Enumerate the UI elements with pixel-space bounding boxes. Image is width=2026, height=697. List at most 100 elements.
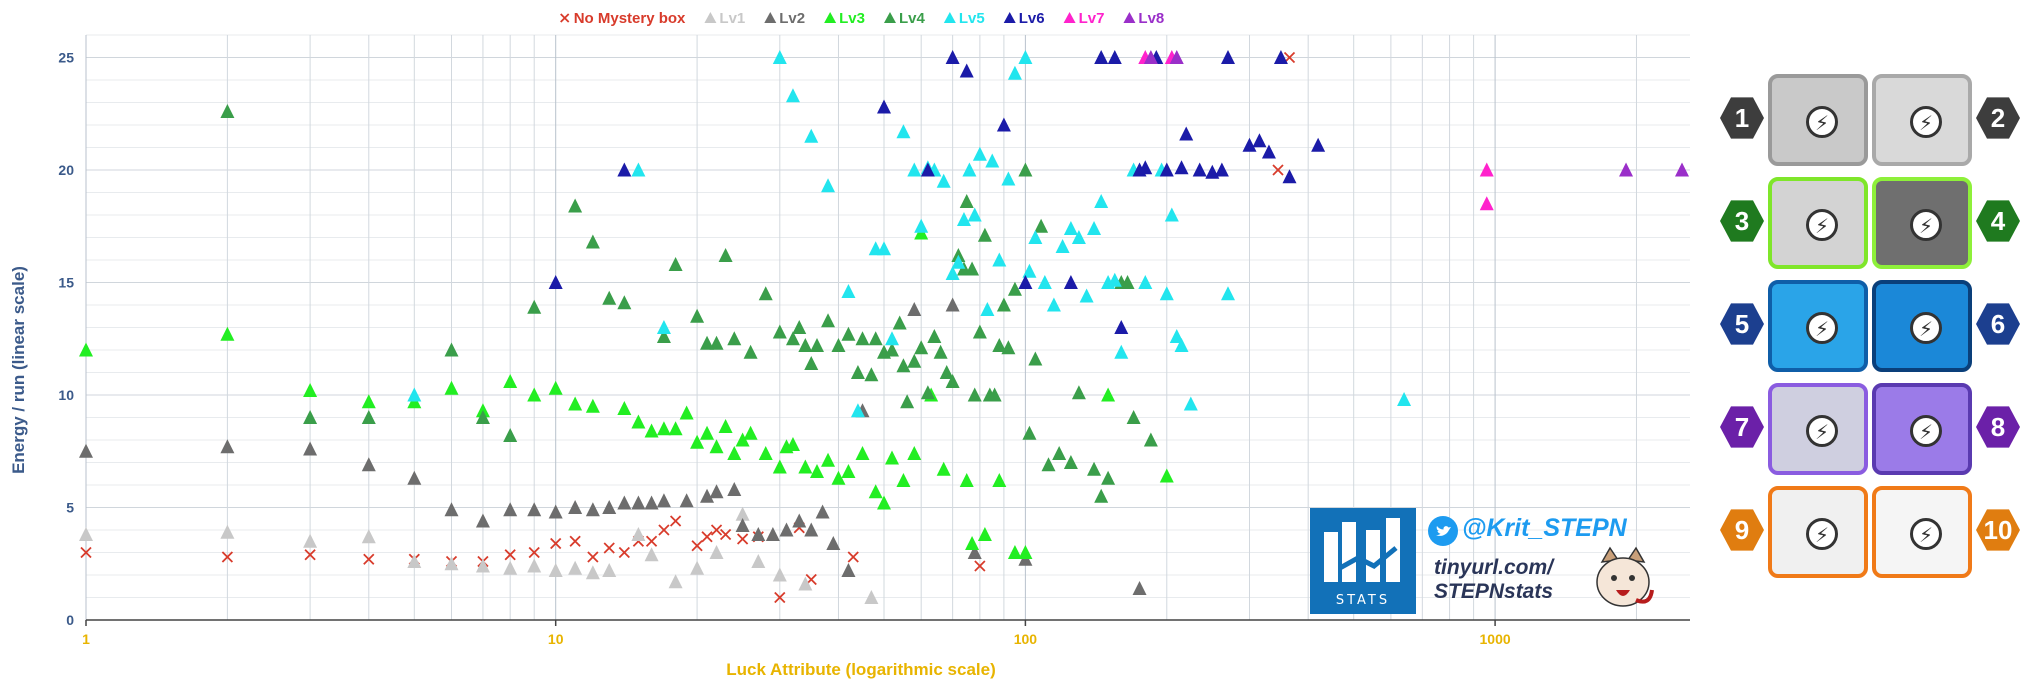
data-point <box>951 254 966 269</box>
legend-item[interactable]: Lv8 <box>1123 10 1164 27</box>
data-point <box>967 387 982 402</box>
url-line-1[interactable]: tinyurl.com/ <box>1434 556 1554 579</box>
data-point <box>645 535 658 547</box>
legend[interactable]: No Mystery box Lv1 Lv2 Lv3 Lv4 Lv5 Lv6 Lv7 Lv8 <box>560 10 1165 27</box>
data-point <box>719 528 732 541</box>
data-point <box>710 524 723 536</box>
lightning-bolt-icon: ⚡ <box>1910 518 1942 550</box>
data-point <box>855 446 870 460</box>
legend-item[interactable]: No Mystery box <box>560 10 686 27</box>
y-axis-ticks: 0 5 10 15 20 25 <box>58 50 74 629</box>
data-point <box>945 50 960 64</box>
url-line-2[interactable]: STEPNstats <box>1434 580 1554 603</box>
mystery-box-legend: 1 ⚡ 2 ⚡ 3 ⚡ 4 ⚡ 5 ⚡ 6 ⚡ 7 ⚡ 8 ⚡ 9 ⚡ 10 ⚡ <box>1720 70 2020 580</box>
data-point <box>1055 239 1070 253</box>
data-point <box>568 396 583 411</box>
lightning-bolt-icon: ⚡ <box>1910 106 1942 138</box>
data-point <box>1252 133 1267 148</box>
series-3 <box>79 225 1174 559</box>
legend-item[interactable]: Lv2 <box>764 10 805 27</box>
legend-item[interactable]: Lv1 <box>704 10 745 27</box>
series-8 <box>1143 50 1689 177</box>
data-point <box>996 117 1011 132</box>
data-point <box>914 218 929 233</box>
data-point <box>1205 164 1220 179</box>
data-point <box>1221 50 1236 64</box>
data-point <box>743 344 758 359</box>
data-point <box>772 459 787 474</box>
data-point <box>885 450 900 465</box>
data-point <box>690 308 705 323</box>
mystery-box-level-badge: 8 <box>1976 406 2020 448</box>
data-point <box>936 461 951 476</box>
data-point <box>1063 221 1078 235</box>
data-point <box>1001 340 1016 355</box>
data-point <box>1169 50 1184 64</box>
data-point <box>959 63 974 78</box>
data-point <box>920 162 935 177</box>
data-point <box>959 194 974 208</box>
data-point <box>735 432 750 447</box>
legend-item[interactable]: Lv7 <box>1063 10 1105 27</box>
data-point <box>303 441 318 456</box>
data-point <box>700 425 715 440</box>
y-tick-label: 15 <box>58 275 74 291</box>
data-point <box>736 533 749 545</box>
series-7 <box>1138 50 1494 211</box>
data-point <box>709 439 724 454</box>
twitter-icon[interactable] <box>1428 516 1458 546</box>
legend-label: Lv4 <box>899 10 926 27</box>
data-point <box>303 533 318 548</box>
data-point <box>1018 275 1033 289</box>
mystery-box-icon: ⚡ <box>1872 74 1972 166</box>
data-point <box>992 473 1007 487</box>
data-point <box>907 302 922 316</box>
x-tick-label: 10 <box>548 631 564 647</box>
data-point <box>798 576 813 591</box>
data-point <box>668 257 683 271</box>
x-tick-label: 1000 <box>1480 631 1511 647</box>
data-point <box>527 387 542 402</box>
data-point <box>967 207 982 222</box>
data-point <box>644 495 659 510</box>
data-point <box>617 162 632 177</box>
legend-item[interactable]: Lv6 <box>1003 10 1045 27</box>
data-point <box>1261 144 1276 159</box>
data-point <box>956 212 971 226</box>
data-point <box>79 527 93 541</box>
data-point <box>804 356 819 370</box>
data-point <box>727 482 742 496</box>
legend-item[interactable]: Lv5 <box>943 10 985 27</box>
lightning-bolt-icon: ⚡ <box>1806 209 1838 241</box>
data-point <box>850 403 865 418</box>
data-point <box>933 344 948 359</box>
x-axis-title: Luck Attribute (logarithmic scale) <box>726 660 996 679</box>
mystery-box-icon: ⚡ <box>1872 383 1972 475</box>
legend-item[interactable]: Lv3 <box>824 10 865 27</box>
data-point <box>631 495 646 510</box>
data-point <box>1174 160 1189 175</box>
data-point <box>868 484 883 499</box>
data-point <box>668 574 683 589</box>
data-point <box>885 342 900 357</box>
scatter-chart: 0 5 10 15 20 25 1 10 100 1000 No Mystery box Lv1 L… <box>9 10 1690 679</box>
legend-item[interactable]: Lv4 <box>883 10 926 27</box>
data-point <box>407 387 422 402</box>
data-point <box>1094 194 1109 208</box>
data-point <box>792 513 807 528</box>
data-point <box>927 329 942 343</box>
data-point <box>1007 545 1022 559</box>
data-point <box>361 394 376 409</box>
legend-label: Lv7 <box>1079 10 1105 27</box>
mystery-box-icon: ⚡ <box>1872 280 1972 372</box>
twitter-handle[interactable]: @Krit_STEPN <box>1462 514 1627 542</box>
data-point <box>709 545 724 559</box>
data-point <box>475 558 490 573</box>
mystery-box-icon: ⚡ <box>1768 383 1868 475</box>
data-point <box>503 560 518 575</box>
data-point <box>850 365 865 379</box>
mystery-box-icon: ⚡ <box>1872 177 1972 269</box>
data-point <box>656 421 671 436</box>
data-point <box>407 554 422 568</box>
data-point <box>996 297 1011 312</box>
